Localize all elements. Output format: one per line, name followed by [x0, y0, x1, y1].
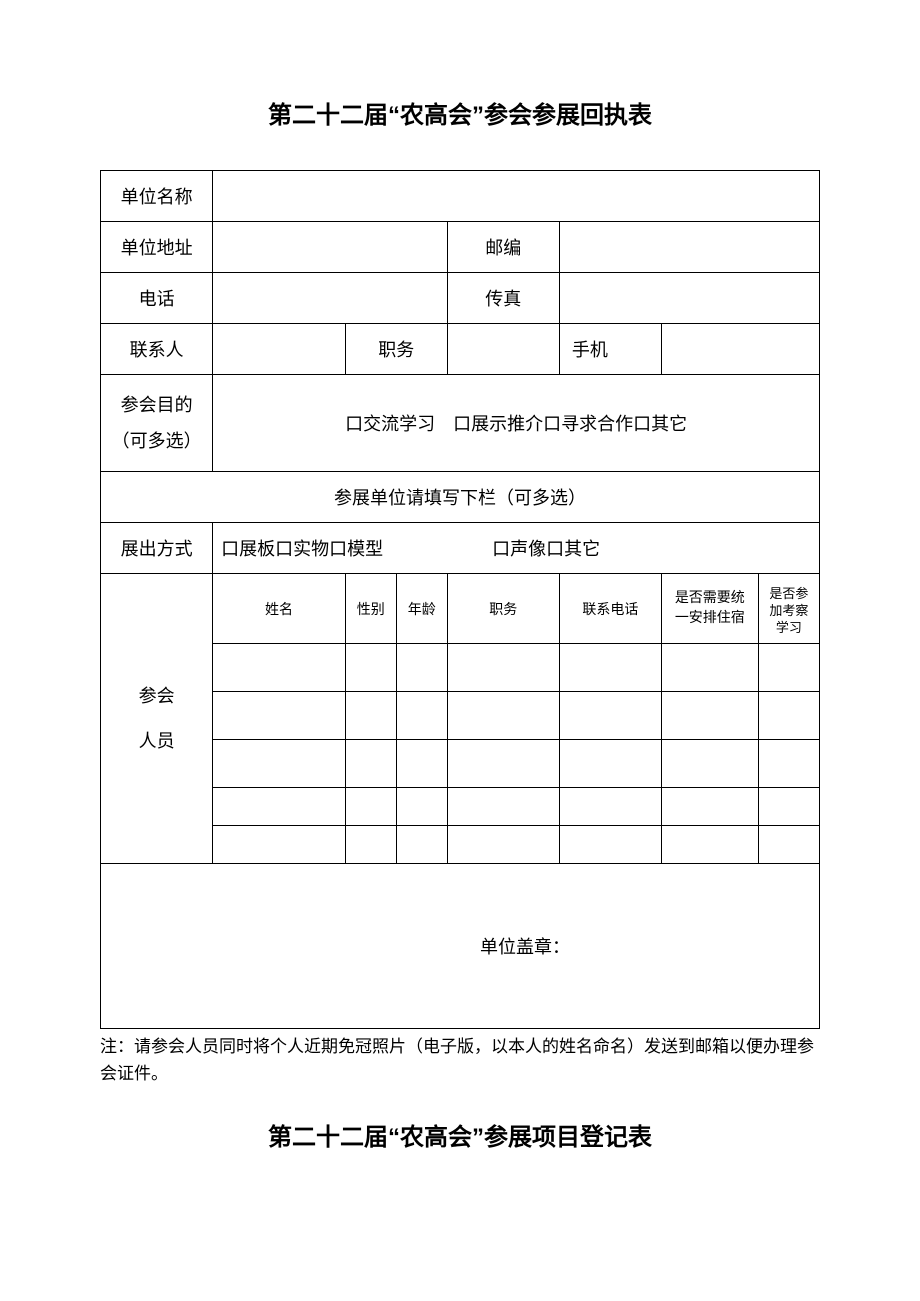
field-p1-position[interactable]: [447, 644, 559, 692]
field-p1-phone[interactable]: [559, 644, 661, 692]
label-participants-line2: 人员: [139, 731, 175, 751]
field-purpose-options[interactable]: 口交流学习 口展示推介口寻求合作口其它: [213, 375, 820, 472]
field-position[interactable]: [447, 324, 559, 375]
subheader-contact-phone: 联系电话: [559, 574, 661, 644]
label-postal-code: 邮编: [447, 222, 559, 273]
label-purpose-line1: 参会目的: [121, 395, 193, 415]
subheader-name: 姓名: [213, 574, 346, 644]
subheader-position: 职务: [447, 574, 559, 644]
field-p2-position[interactable]: [447, 692, 559, 740]
field-p4-name[interactable]: [213, 788, 346, 826]
field-p1-accom[interactable]: [661, 644, 758, 692]
field-p2-accom[interactable]: [661, 692, 758, 740]
field-p1-gender[interactable]: [345, 644, 396, 692]
field-contact[interactable]: [213, 324, 346, 375]
note-text: 注：请参会人员同时将个人近期免冠照片（电子版，以本人的姓名命名）发送到邮箱以便办…: [100, 1033, 820, 1087]
label-participants: 参会 人员: [101, 574, 213, 864]
label-purpose: 参会目的 （可多选）: [101, 375, 213, 472]
subheader-accommodation: 是否需要统一安排住宿: [661, 574, 758, 644]
row-display-method: 展出方式 口展板口实物口模型 口声像口其它: [101, 523, 820, 574]
field-phone[interactable]: [213, 273, 448, 324]
label-position: 职务: [345, 324, 447, 375]
field-p5-gender[interactable]: [345, 826, 396, 864]
row-stamp: 单位盖章：: [101, 864, 820, 1029]
label-fax: 传真: [447, 273, 559, 324]
field-postal-code[interactable]: [559, 222, 819, 273]
field-p2-phone[interactable]: [559, 692, 661, 740]
field-p1-age[interactable]: [396, 644, 447, 692]
row-phone: 电话 传真: [101, 273, 820, 324]
row-unit-address: 单位地址 邮编: [101, 222, 820, 273]
field-p4-gender[interactable]: [345, 788, 396, 826]
row-purpose: 参会目的 （可多选） 口交流学习 口展示推介口寻求合作口其它: [101, 375, 820, 472]
label-participants-line1: 参会: [139, 686, 175, 706]
label-unit-stamp: 单位盖章：: [480, 933, 570, 959]
field-p2-gender[interactable]: [345, 692, 396, 740]
label-unit-address: 单位地址: [101, 222, 213, 273]
field-p5-accom[interactable]: [661, 826, 758, 864]
field-p5-position[interactable]: [447, 826, 559, 864]
row-unit-name: 单位名称: [101, 171, 820, 222]
field-p4-position[interactable]: [447, 788, 559, 826]
display-options-part2: 口声像口其它: [492, 539, 600, 559]
field-p4-age[interactable]: [396, 788, 447, 826]
field-p1-name[interactable]: [213, 644, 346, 692]
field-p3-phone[interactable]: [559, 740, 661, 788]
row-section-header: 参展单位请填写下栏（可多选）: [101, 472, 820, 523]
field-p2-study[interactable]: [758, 692, 819, 740]
field-p3-gender[interactable]: [345, 740, 396, 788]
page-title-1: 第二十二届“农高会”参会参展回执表: [100, 95, 820, 130]
page-title-2: 第二十二届“农高会”参展项目登记表: [100, 1117, 820, 1152]
field-unit-name[interactable]: [213, 171, 820, 222]
field-fax[interactable]: [559, 273, 819, 324]
field-p3-age[interactable]: [396, 740, 447, 788]
label-section-header: 参展单位请填写下栏（可多选）: [101, 472, 820, 523]
subheader-age: 年龄: [396, 574, 447, 644]
label-phone: 电话: [101, 273, 213, 324]
field-p4-accom[interactable]: [661, 788, 758, 826]
label-unit-name: 单位名称: [101, 171, 213, 222]
field-mobile[interactable]: [661, 324, 819, 375]
label-contact: 联系人: [101, 324, 213, 375]
field-p4-phone[interactable]: [559, 788, 661, 826]
field-p5-name[interactable]: [213, 826, 346, 864]
field-p3-accom[interactable]: [661, 740, 758, 788]
field-p5-phone[interactable]: [559, 826, 661, 864]
field-display-options[interactable]: 口展板口实物口模型 口声像口其它: [213, 523, 820, 574]
field-p1-study[interactable]: [758, 644, 819, 692]
subheader-study-trip: 是否参加考察学习: [758, 574, 819, 644]
field-unit-stamp: 单位盖章：: [101, 864, 820, 1029]
row-participants: 参会 人员 姓名 性别 年龄 职务 联系电话 是否需要统一安排住宿 是否参加考察…: [101, 574, 820, 644]
row-contact: 联系人 职务 手机: [101, 324, 820, 375]
field-p4-study[interactable]: [758, 788, 819, 826]
field-p3-position[interactable]: [447, 740, 559, 788]
display-options-part1: 口展板口实物口模型: [221, 539, 383, 559]
label-display-method: 展出方式: [101, 523, 213, 574]
subheader-gender: 性别: [345, 574, 396, 644]
field-p2-name[interactable]: [213, 692, 346, 740]
field-p3-study[interactable]: [758, 740, 819, 788]
field-p5-age[interactable]: [396, 826, 447, 864]
label-mobile: 手机: [559, 324, 661, 375]
field-p5-study[interactable]: [758, 826, 819, 864]
field-p2-age[interactable]: [396, 692, 447, 740]
field-unit-address[interactable]: [213, 222, 448, 273]
label-purpose-line2: （可多选）: [112, 431, 202, 451]
registration-form-table: 单位名称 单位地址 邮编 电话 传真 联系人 职务 手机 参会目的 （可多选）: [100, 170, 820, 1029]
field-p3-name[interactable]: [213, 740, 346, 788]
